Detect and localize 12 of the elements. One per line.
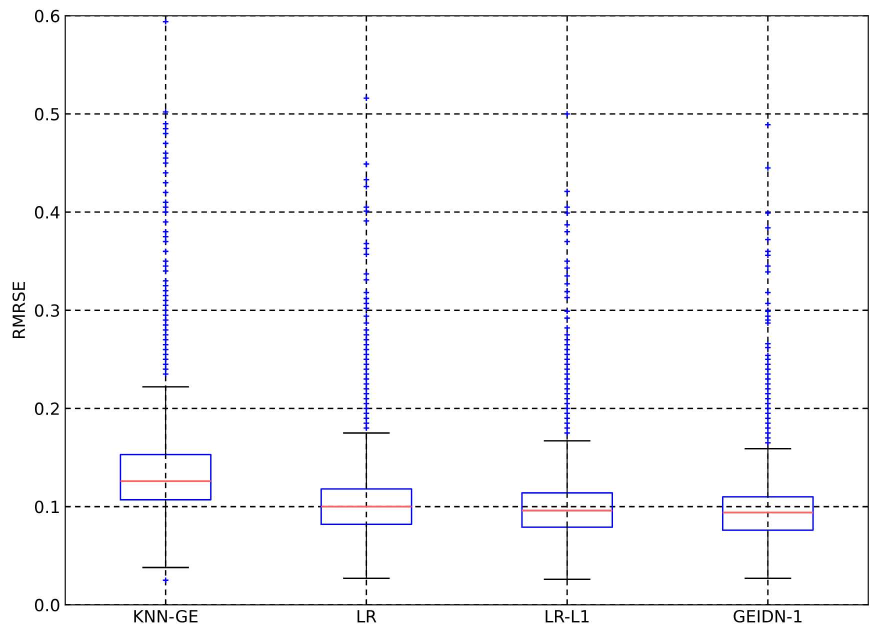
y-axis-title: RMRSE [12,282,26,338]
x-tick-label: LR-L1 [546,610,589,622]
y-tick-label: 0.6 [34,10,60,22]
y-tick-label: 0.2 [34,402,59,416]
y-tick-label: 0.0 [34,598,60,612]
x-tick-label: GEIDN-1 [734,610,802,623]
x-tick-label: LR [358,610,376,622]
y-tick-label: 0.4 [34,206,60,219]
y-tick-label: 0.3 [34,304,60,317]
y-tick-label: 0.5 [34,108,59,120]
y-tick-label: 0.1 [34,500,59,514]
x-tick-label: KNN-GE [134,610,198,623]
